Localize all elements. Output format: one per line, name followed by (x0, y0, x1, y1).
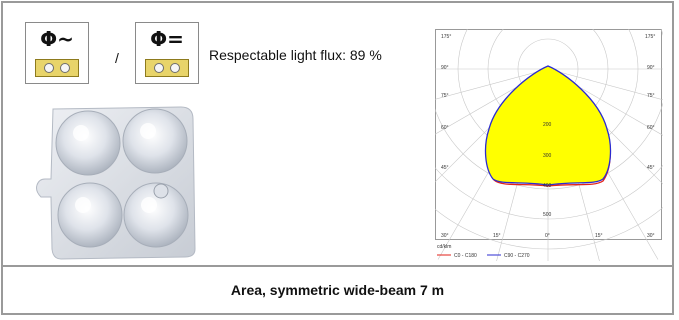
angle-label-left-60: 60° (441, 125, 449, 131)
chart-unit: cd/klm (437, 244, 451, 250)
ac-symbol: Φ~ (40, 27, 74, 51)
angle-label-right-90: 90° (647, 65, 655, 71)
legend-c0-label: C0 - C180 (454, 253, 477, 259)
radial-label-300: 300 (543, 153, 552, 159)
angle-label-bottom-15-left: 15° (493, 233, 501, 239)
angle-label-left-45: 45° (441, 165, 449, 171)
legend-c90-label: C90 - C270 (504, 253, 530, 259)
angle-label-right-60: 60° (647, 125, 655, 131)
card-content: Φ~ / Φ= Respectable light flux: 89 % (3, 3, 672, 265)
ac-badge: Φ~ (25, 22, 89, 84)
light-distribution-chart: 175° 175° 90° 75° 60° 45° 90° 75° 60° 45… (435, 29, 663, 261)
lens-image (36, 106, 196, 260)
angle-label-bottom-30-left: 30° (441, 233, 449, 239)
angle-label-left-90: 90° (441, 65, 449, 71)
radial-label-400: 400 (543, 183, 552, 189)
angle-label-right-75: 75° (647, 93, 655, 99)
angle-label-top-right: 175° (645, 34, 655, 40)
light-flux-text: Respectable light flux: 89 % (209, 47, 382, 63)
angle-label-left-75: 75° (441, 93, 449, 99)
polar-grid-spoke (547, 68, 663, 101)
angle-label-top-left: 175° (441, 34, 451, 40)
badge-separator: / (115, 50, 119, 66)
product-title: Area, symmetric wide-beam 7 m (3, 265, 672, 313)
ac-power-socket-icon (35, 59, 79, 77)
angle-label-right-45: 45° (647, 165, 655, 171)
distribution-fill (485, 66, 611, 185)
angle-label-bottom-30-right: 30° (647, 233, 655, 239)
dc-badge: Φ= (135, 22, 199, 84)
radial-label-500: 500 (543, 212, 552, 218)
radial-label-200: 200 (543, 122, 552, 128)
dc-power-socket-icon (145, 59, 189, 77)
polar-grid-spoke (435, 68, 549, 100)
angle-label-bottom-15-right: 15° (595, 233, 603, 239)
c90-curve (484, 65, 612, 186)
product-card: Φ~ / Φ= Respectable light flux: 89 % (1, 1, 674, 315)
angle-label-bottom-0: 0° (545, 233, 550, 239)
dc-symbol: Φ= (150, 27, 184, 51)
